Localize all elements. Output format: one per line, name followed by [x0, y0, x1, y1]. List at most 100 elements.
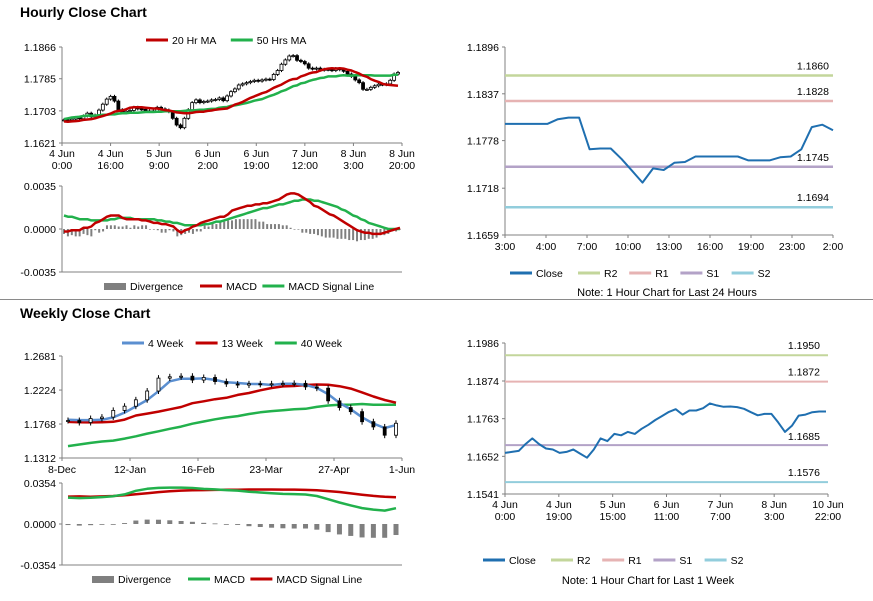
weekly-divergence-bar	[303, 524, 309, 529]
weekly-price-candle	[258, 383, 263, 386]
hourly-divergence-bar	[379, 229, 382, 236]
weekly-divergence-bar	[155, 519, 161, 524]
weekly-levels-x-tick: 6 Jun	[654, 499, 680, 511]
weekly-price-candle	[360, 411, 364, 423]
hourly-price-candle	[229, 91, 233, 97]
hourly-divergence-bar	[121, 226, 124, 229]
hourly-price-candle	[108, 95, 113, 100]
hourly-divergence-bar	[270, 224, 273, 229]
hourly-divergence-bar	[188, 229, 191, 233]
weekly-price-candle	[100, 416, 104, 419]
hourly-price-candle	[287, 55, 292, 61]
weekly-level-s2-label: 1.1576	[788, 467, 820, 479]
hourly-level-r1-label: 1.1828	[797, 86, 829, 98]
hourly-macd-y-tick: 0.0000	[24, 224, 56, 236]
hourly-price-x-tick: 8 Jun	[341, 148, 367, 160]
weekly-divergence-bar	[212, 523, 218, 525]
hourly-divergence-bar	[231, 220, 233, 229]
weekly-levels-y-tick: 1.1986	[467, 338, 499, 350]
hourly-price-x-tick: 7 Jun	[292, 148, 318, 160]
hourly-divergence-bar	[324, 229, 327, 238]
hourly-divergence-bar	[352, 229, 355, 241]
hourly-divergence-bar	[301, 229, 304, 233]
hourly-divergence-bar	[293, 229, 296, 230]
hourly-price-candle	[198, 99, 202, 104]
weekly-price-candle	[269, 383, 274, 386]
weekly-levels-x-tick: 15:00	[600, 511, 626, 523]
hourly-divergence-bar	[359, 229, 362, 241]
hourly-divergence-bar	[328, 229, 331, 238]
hourly-divergence-bar	[219, 221, 222, 229]
weekly-price-x-tick: 12-Jan	[114, 464, 146, 476]
hourly-levels-x-tick: 7:00	[577, 241, 598, 253]
hourly-divergence-bar	[285, 225, 288, 229]
weekly-divergence-bar	[178, 520, 184, 524]
hourly-price-candle	[388, 79, 393, 85]
hourly-levels-y-tick: 1.1659	[467, 230, 499, 242]
weekly-price-x-tick: 16-Feb	[181, 464, 214, 476]
hourly-divergence-bar	[254, 219, 257, 229]
hourly-divergence-bar	[227, 220, 230, 229]
hourly-price-candle	[178, 124, 183, 129]
hourly-divergence-bar	[113, 225, 116, 229]
weekly-price-legend-label: 4 Week	[148, 338, 184, 350]
weekly-price-candle	[303, 382, 308, 388]
hourly-price-candle	[271, 74, 276, 80]
weekly-price-legend-label: 40 Week	[301, 338, 343, 350]
weekly-divergence-bar	[99, 524, 105, 525]
hourly-macd-legend-label: MACD Signal Line	[288, 281, 374, 293]
weekly-divergence-bar	[336, 524, 342, 535]
hourly-divergence-bar	[90, 229, 93, 237]
weekly-price-candle	[133, 399, 138, 407]
weekly-price-x-tick: 23-Mar	[249, 464, 283, 476]
hourly-price-candle	[100, 103, 105, 111]
weekly-divergence-bar	[223, 524, 229, 525]
hourly-levels-x-tick: 19:00	[738, 241, 764, 253]
weekly-price-candle	[213, 377, 217, 382]
hourly-macd-legend-label: Divergence	[130, 281, 183, 293]
hourly-divergence-bar	[234, 219, 237, 229]
hourly-divergence-bar	[148, 229, 151, 230]
hourly-divergence-bar	[117, 226, 120, 229]
hourly-price-candle	[244, 82, 249, 85]
weekly-13wk-line	[67, 383, 397, 424]
hourly-price-candle	[345, 70, 350, 75]
hourly-levels-x-tick: 23:00	[779, 241, 805, 253]
hourly-price-candle	[302, 61, 307, 65]
weekly-price-x-tick: 8-Dec	[48, 464, 76, 476]
hourly-price-candle	[209, 99, 214, 102]
hourly-divergence-bar	[129, 227, 132, 229]
hourly-divergence-bar	[242, 219, 245, 229]
hourly-divergence-bar	[145, 225, 148, 229]
weekly-divergence-bar	[280, 524, 286, 529]
weekly-divergence-bar	[325, 524, 331, 533]
weekly-price-y-tick: 1.2681	[24, 351, 56, 363]
hourly-price-x-tick: 2:00	[197, 160, 218, 172]
weekly-level-s1-label: 1.1685	[788, 431, 820, 443]
hourly-price-x-tick: 16:00	[97, 160, 123, 172]
hourly-levels-note: Note: 1 Hour Chart for Last 24 Hours	[577, 287, 757, 299]
weekly-price-candle	[337, 400, 342, 408]
hourly-price-candle	[314, 67, 319, 70]
hourly-levels-legend-label: Close	[536, 268, 563, 280]
hourly-divergence-bar	[277, 224, 280, 229]
hourly-divergence-bar	[344, 229, 347, 239]
hourly-divergence-bar	[86, 229, 89, 236]
hourly-ma20-line	[63, 66, 399, 124]
weekly-levels-legend-label: S1	[679, 555, 692, 567]
weekly-levels-legend-label: Close	[509, 555, 536, 567]
weekly-price-candle	[382, 426, 387, 436]
weekly-price-candle	[145, 390, 150, 401]
weekly-price-candle	[179, 375, 184, 378]
weekly-price-candle	[88, 418, 93, 423]
hourly-price-x-tick: 4 Jun	[98, 148, 124, 160]
hourly-divergence-bar	[137, 226, 140, 229]
hourly-levels-x-tick: 13:00	[656, 241, 682, 253]
hourly-price-x-tick: 4 Jun	[49, 148, 75, 160]
hourly-price-x-tick: 6 Jun	[195, 148, 221, 160]
hourly-divergence-bar	[262, 221, 265, 229]
hourly-macd-legend-label: MACD	[226, 281, 257, 293]
weekly-levels-x-tick: 8 Jun	[761, 499, 787, 511]
hourly-price-candle	[376, 83, 381, 87]
hourly-price-candle	[361, 82, 365, 90]
